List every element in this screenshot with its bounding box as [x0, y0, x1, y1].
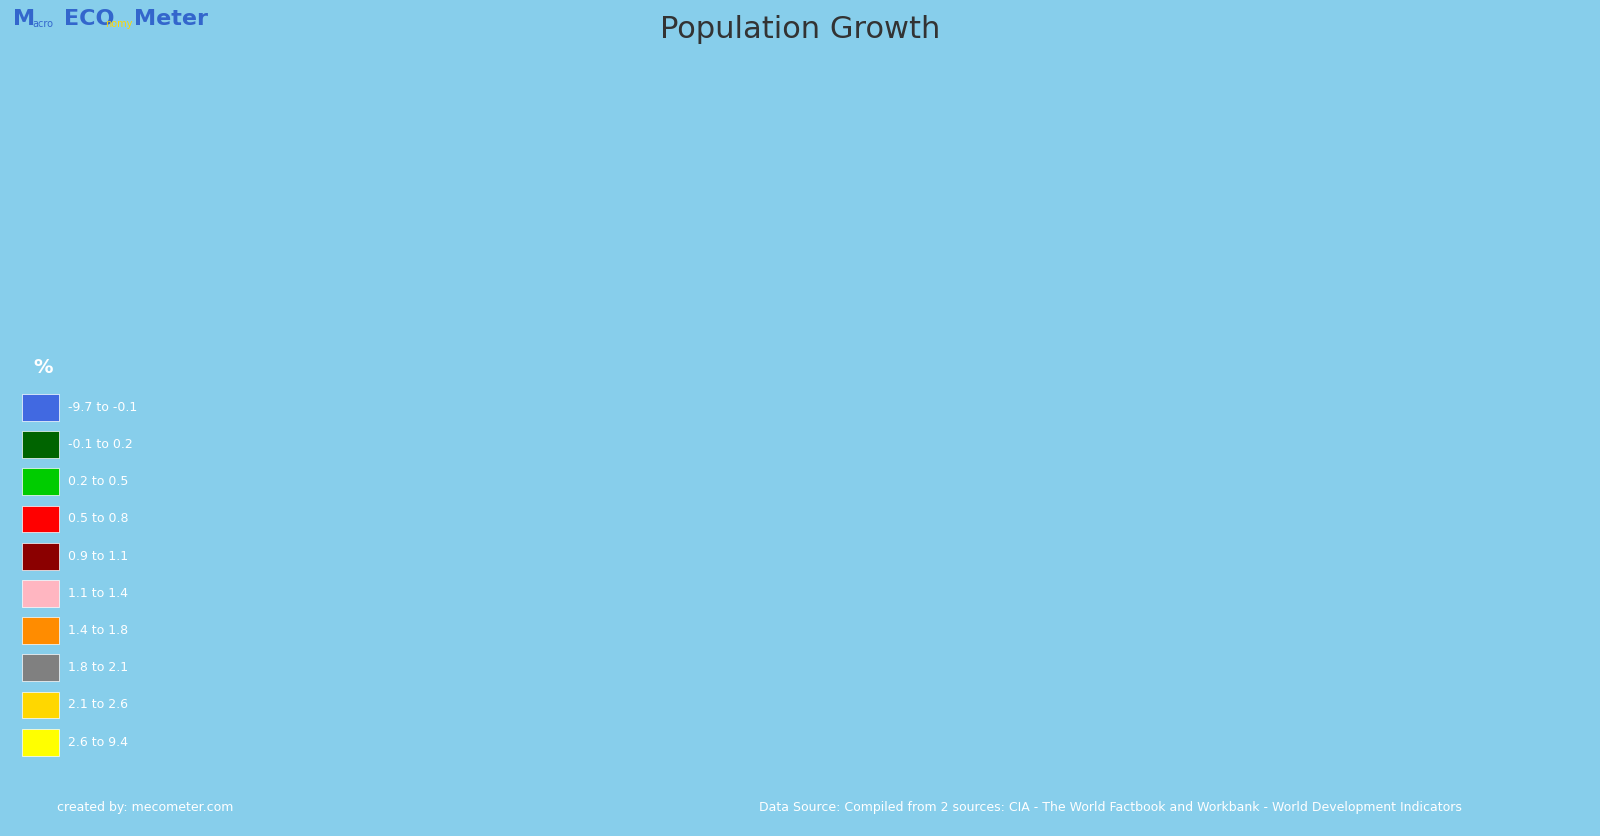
Text: 0.9 to 1.1: 0.9 to 1.1: [67, 549, 128, 563]
Text: 2.1 to 2.6: 2.1 to 2.6: [67, 698, 128, 711]
Bar: [22, 580, 59, 607]
Text: %: %: [34, 358, 53, 376]
Text: created by: mecometer.com: created by: mecometer.com: [56, 801, 234, 814]
Text: ECO: ECO: [64, 9, 115, 29]
Text: Meter: Meter: [134, 9, 208, 29]
Bar: [22, 394, 59, 421]
Text: 1.4 to 1.8: 1.4 to 1.8: [67, 624, 128, 637]
Text: 2.6 to 9.4: 2.6 to 9.4: [67, 736, 128, 749]
Bar: [22, 617, 59, 644]
Text: acro: acro: [32, 19, 53, 29]
Text: -9.7 to -0.1: -9.7 to -0.1: [67, 400, 138, 414]
Text: Data Source: Compiled from 2 sources: CIA - The World Factbook and Workbank - Wo: Data Source: Compiled from 2 sources: CI…: [758, 801, 1462, 814]
Text: 1.8 to 2.1: 1.8 to 2.1: [67, 661, 128, 675]
Text: Population Growth: Population Growth: [659, 15, 941, 44]
Text: 0.5 to 0.8: 0.5 to 0.8: [67, 512, 128, 526]
Bar: [22, 468, 59, 495]
Bar: [22, 506, 59, 533]
Text: nomy: nomy: [106, 19, 133, 29]
Text: M: M: [13, 9, 35, 29]
Text: -0.1 to 0.2: -0.1 to 0.2: [67, 438, 133, 451]
Bar: [22, 431, 59, 458]
Text: 0.2 to 0.5: 0.2 to 0.5: [67, 475, 128, 488]
Text: 1.1 to 1.4: 1.1 to 1.4: [67, 587, 128, 600]
Bar: [22, 543, 59, 569]
Bar: [22, 729, 59, 756]
Bar: [22, 655, 59, 681]
Bar: [22, 691, 59, 718]
